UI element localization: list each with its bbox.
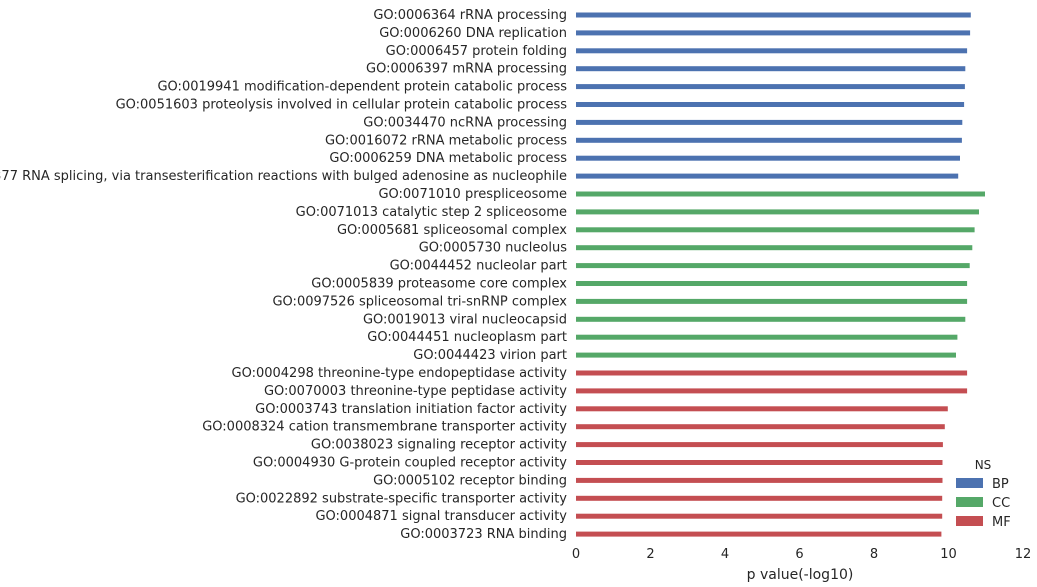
bar-bp xyxy=(576,12,971,18)
bar-bp xyxy=(576,102,965,107)
legend-label-mf: MF xyxy=(992,515,1011,530)
x-tick-label: 2 xyxy=(646,547,654,562)
bar-bp xyxy=(576,84,965,90)
bar-cc xyxy=(576,281,968,286)
x-tick-label: 6 xyxy=(795,547,803,562)
category-label: GO:0006259 DNA metabolic process xyxy=(329,151,567,166)
bar-cc xyxy=(576,245,973,251)
category-label: GO:0044451 nucleoplasm part xyxy=(367,330,567,345)
legend-swatch-bp xyxy=(956,478,983,488)
legend-items: BP CC MF xyxy=(956,477,1011,530)
category-label: GO:0019941 modification-dependent protei… xyxy=(157,80,567,95)
category-label: GO:0006260 DNA replication xyxy=(379,26,567,41)
bar-mf xyxy=(576,388,968,394)
category-label: GO:0051603 proteolysis involved in cellu… xyxy=(116,98,568,113)
category-label: GO:0038023 signaling receptor activity xyxy=(311,438,567,453)
category-label: GO:0097526 spliceosomal tri-snRNP comple… xyxy=(272,294,567,309)
bar-mf xyxy=(576,424,945,430)
category-label: GO:0005681 spliceosomal complex xyxy=(337,223,567,238)
bar-bp xyxy=(576,137,962,143)
bar-cc xyxy=(576,209,979,215)
category-label: GO:0071010 prespliceosome xyxy=(378,187,567,202)
category-label: GO:0005839 proteasome core complex xyxy=(311,277,567,292)
category-label: GO:0004298 threonine-type endopeptidase … xyxy=(232,366,568,381)
bar-cc xyxy=(576,191,985,197)
legend-title: NS xyxy=(975,458,992,472)
bar-cc xyxy=(576,334,958,340)
category-label: GO:0000377 RNA splicing, via transesteri… xyxy=(0,169,567,184)
x-tick-label: 8 xyxy=(870,547,878,562)
category-label: GO:0034470 ncRNA processing xyxy=(363,115,567,130)
bars-group xyxy=(576,12,985,537)
bar-bp xyxy=(576,30,971,36)
category-label: GO:0003743 translation initiation factor… xyxy=(255,402,567,417)
category-label: GO:0006364 rRNA processing xyxy=(373,8,567,23)
category-labels: GO:0006364 rRNA processing GO:0006260 DNA… xyxy=(0,8,567,542)
x-tick-label: 10 xyxy=(940,547,957,562)
bar-cc xyxy=(576,298,968,304)
bar-cc xyxy=(576,227,975,233)
legend-swatch-mf xyxy=(956,516,983,526)
category-label: GO:0006457 protein folding xyxy=(386,44,567,59)
x-tick-label: 12 xyxy=(1015,547,1032,562)
bar-mf xyxy=(576,406,948,412)
x-axis-title: p value(-log10) xyxy=(747,567,854,583)
x-tick-label: 4 xyxy=(721,547,729,562)
bar-mf xyxy=(576,370,968,376)
category-label: GO:0022892 substrate-specific transporte… xyxy=(236,491,568,506)
category-label: GO:0005102 receptor binding xyxy=(373,473,567,488)
bar-cc xyxy=(576,263,970,269)
legend-swatch-cc xyxy=(956,497,983,507)
legend-label-cc: CC xyxy=(992,496,1010,511)
category-label: GO:0006397 mRNA processing xyxy=(366,62,567,77)
bar-bp xyxy=(576,155,960,161)
category-label: GO:0070003 threonine-type peptidase acti… xyxy=(264,384,567,399)
category-label: GO:0071013 catalytic step 2 spliceosome xyxy=(296,205,567,220)
bar-mf xyxy=(576,495,943,501)
category-label: GO:0004930 G-protein coupled receptor ac… xyxy=(253,456,567,471)
legend: NS BP CC MF xyxy=(956,458,1011,530)
category-label: GO:0004871 signal transducer activity xyxy=(315,509,567,524)
bar-mf xyxy=(576,460,943,465)
category-label: GO:0019013 viral nucleocapsid xyxy=(363,312,567,327)
category-label: GO:0044452 nucleolar part xyxy=(390,259,567,274)
category-label: GO:0005730 nucleolus xyxy=(419,241,568,256)
bar-bp xyxy=(576,173,959,179)
bar-mf xyxy=(576,477,943,483)
bar-cc xyxy=(576,352,956,358)
bar-bp xyxy=(576,119,963,125)
bar-bp xyxy=(576,48,968,54)
x-tick-label: 0 xyxy=(572,547,580,562)
category-label: GO:0008324 cation transmembrane transpor… xyxy=(202,420,567,435)
bar-mf xyxy=(576,513,943,519)
bar-mf xyxy=(576,442,943,448)
bar-bp xyxy=(576,66,966,72)
x-axis-ticks: 0 2 4 6 8 10 12 xyxy=(572,547,1031,562)
legend-label-bp: BP xyxy=(992,477,1009,492)
category-label: GO:0003723 RNA binding xyxy=(400,527,567,542)
bar-mf xyxy=(576,531,942,537)
bar-cc xyxy=(576,316,966,322)
category-label: GO:0016072 rRNA metabolic process xyxy=(325,133,567,148)
category-label: GO:0044423 virion part xyxy=(413,348,567,363)
